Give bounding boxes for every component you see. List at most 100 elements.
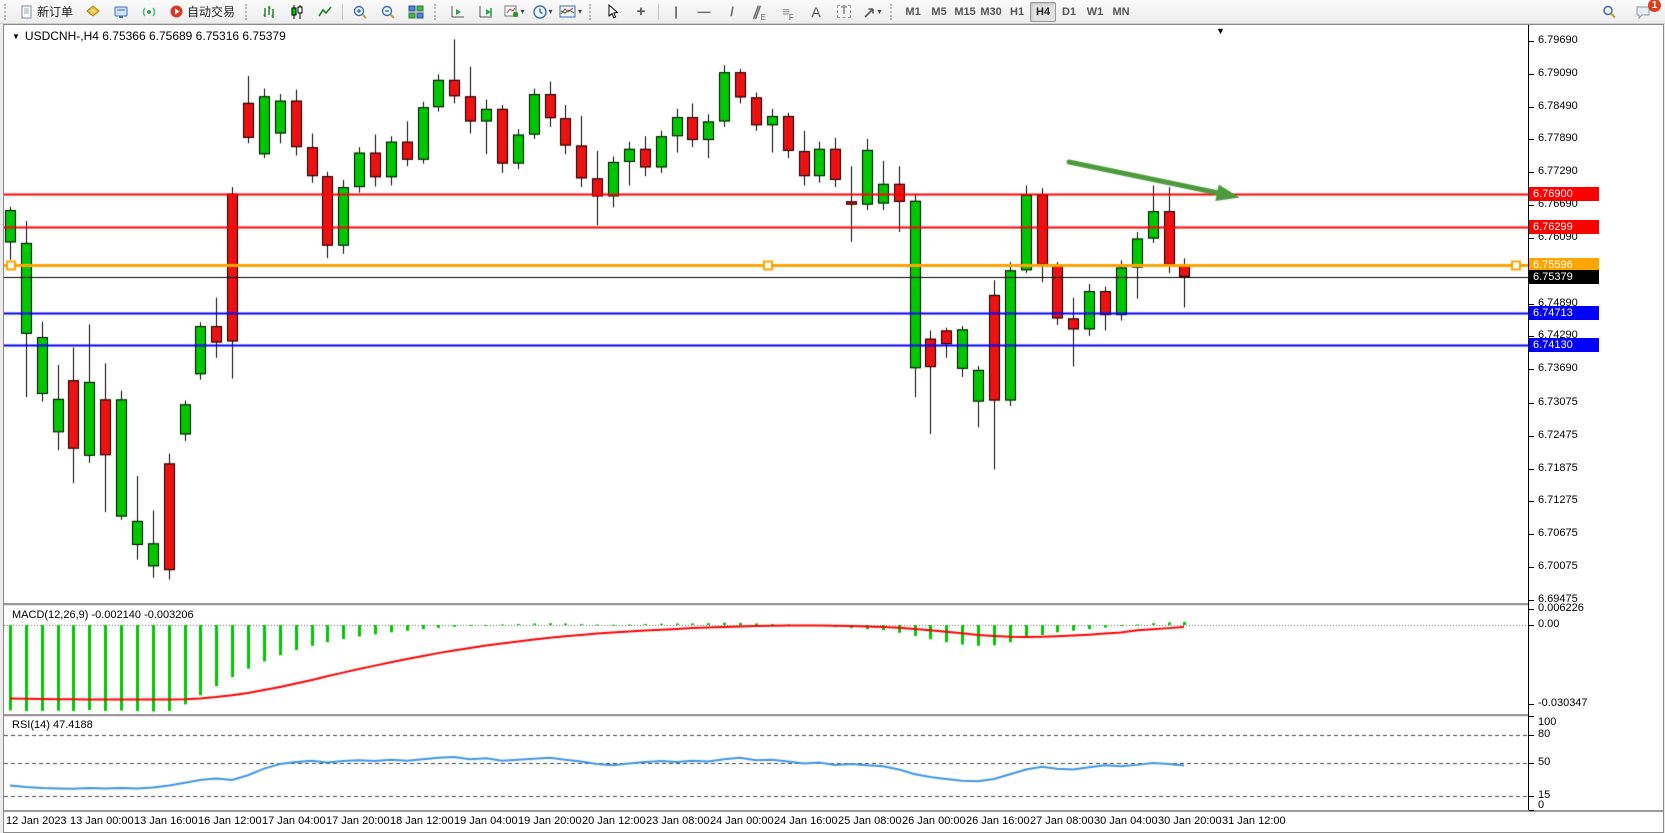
axis-tick bbox=[1529, 735, 1534, 736]
timeframe-m1-button[interactable]: M1 bbox=[905, 5, 921, 18]
axis-tick bbox=[1529, 304, 1534, 305]
crosshair-tool-button[interactable]: + bbox=[627, 1, 655, 23]
time-axis-label: 27 Jan 08:00 bbox=[1030, 815, 1094, 827]
time-axis-label: 24 Jan 16:00 bbox=[774, 815, 838, 827]
notifications-button[interactable]: 1 bbox=[1629, 0, 1661, 23]
time-axis-label: 17 Jan 20:00 bbox=[326, 815, 390, 827]
trendline-tool-button[interactable]: / bbox=[718, 1, 746, 23]
candlestick-chart-button[interactable] bbox=[283, 1, 311, 23]
panel-splitter[interactable] bbox=[4, 714, 1663, 717]
axis-tick bbox=[1529, 336, 1534, 337]
label-tool-button[interactable]: T bbox=[830, 1, 858, 23]
chart-info-line[interactable]: ▼ USDCNH-,H4 6.75366 6.75689 6.75316 6.7… bbox=[12, 29, 286, 43]
time-axis-label: 18 Jan 12:00 bbox=[390, 815, 454, 827]
hline-tool-button[interactable]: — bbox=[690, 1, 718, 23]
new-chart-button[interactable]: ▾ bbox=[500, 1, 528, 23]
bar-chart-button[interactable] bbox=[255, 1, 283, 23]
chart-shift-button[interactable] bbox=[444, 1, 472, 23]
macd-label: MACD(12,26,9) -0.002140 -0.003206 bbox=[12, 609, 194, 621]
axis-tick-label: 6.76090 bbox=[1538, 231, 1578, 243]
time-axis-label: 12 Jan 2023 bbox=[6, 815, 67, 827]
axis-tick bbox=[1529, 205, 1534, 206]
cursor-tool-button[interactable] bbox=[599, 1, 627, 23]
timeframe-m5-button[interactable]: M5 bbox=[931, 5, 947, 18]
timeframe-mn-button[interactable]: MN bbox=[1112, 5, 1130, 18]
axis-tick bbox=[1529, 810, 1534, 811]
new-order-button[interactable]: 新订单 bbox=[14, 1, 79, 23]
label-tool-icon: T bbox=[836, 5, 852, 18]
time-axis-label: 17 Jan 04:00 bbox=[262, 815, 326, 827]
notification-badge: 1 bbox=[1648, 0, 1661, 12]
toolbar-grip[interactable] bbox=[589, 3, 596, 20]
timeframe-h4-button[interactable]: H4 bbox=[1030, 1, 1057, 22]
timeframe-d1-button[interactable]: D1 bbox=[1062, 5, 1077, 18]
time-axis-label: 24 Jan 00:00 bbox=[710, 815, 774, 827]
bar-chart-icon bbox=[261, 4, 277, 20]
axis-tick-label: 15 bbox=[1538, 789, 1551, 801]
vline-tool-button[interactable]: | bbox=[662, 1, 690, 23]
chart-autoscroll-button[interactable] bbox=[472, 1, 500, 23]
shapes-tool-button[interactable]: ▾ bbox=[858, 1, 886, 23]
axis-tick-label: 0.006226 bbox=[1538, 602, 1584, 614]
time-axis-label: 13 Jan 16:00 bbox=[134, 815, 198, 827]
text-tool-icon: A bbox=[811, 3, 821, 20]
channel-tool-button[interactable]: ∥ E bbox=[746, 1, 774, 23]
period-caret-icon: ▾ bbox=[548, 7, 553, 16]
axis-tick-label: 6.69475 bbox=[1538, 593, 1578, 605]
axis-tick-label: 80 bbox=[1538, 728, 1551, 740]
fibonacci-tool-button[interactable]: ≡ F bbox=[774, 1, 802, 23]
zoom-out-button[interactable] bbox=[374, 1, 402, 23]
zoom-out-icon bbox=[380, 4, 396, 20]
timeframe-m30-button[interactable]: M30 bbox=[980, 5, 1002, 18]
scroll-end-marker-icon[interactable]: ▼ bbox=[1216, 26, 1225, 36]
time-axis-label: 30 Jan 04:00 bbox=[1094, 815, 1158, 827]
axis-tick-label: 6.71875 bbox=[1538, 462, 1578, 474]
axis-tick bbox=[1529, 501, 1534, 502]
zoom-in-button[interactable] bbox=[346, 1, 374, 23]
search-button[interactable] bbox=[1595, 1, 1623, 23]
fibonacci-icon: ≡ bbox=[782, 4, 790, 19]
axis-tick bbox=[1529, 436, 1534, 437]
price-axis[interactable]: 6.79690 6.79090 6.78490 6.77890 6.77290 6.766… bbox=[1528, 25, 1663, 811]
toolbar-grip[interactable] bbox=[434, 3, 441, 20]
main-toolbar: 新订单 自动交易 ▾ ▾ ▾ + | — / ∥ E ≡ F A T ▾ M1 M5… bbox=[0, 0, 1665, 24]
text-tool-button[interactable]: A bbox=[802, 1, 830, 23]
tile-windows-button[interactable] bbox=[402, 1, 430, 23]
toolbar-grip[interactable] bbox=[4, 3, 11, 20]
axis-tick-label: 6.77290 bbox=[1538, 165, 1578, 177]
axis-tick bbox=[1529, 704, 1534, 705]
toolbar-grip[interactable] bbox=[245, 3, 252, 20]
indicators-icon bbox=[559, 4, 577, 20]
panel-splitter[interactable] bbox=[4, 603, 1663, 606]
axis-tick-label: 6.71275 bbox=[1538, 494, 1578, 506]
symbol-dropdown-icon[interactable]: ▼ bbox=[12, 31, 20, 41]
timeframe-w1-button[interactable]: W1 bbox=[1086, 5, 1104, 18]
indicators-button[interactable]: ▾ bbox=[556, 1, 585, 23]
autotrade-button[interactable]: 自动交易 bbox=[163, 1, 241, 23]
time-axis[interactable]: 12 Jan 2023 13 Jan 00:00 13 Jan 16:00 16 Ja… bbox=[4, 812, 1663, 832]
chart-autoscroll-icon bbox=[478, 4, 494, 20]
axis-tick bbox=[1529, 716, 1534, 717]
time-axis-label: 31 Jan 12:00 bbox=[1222, 815, 1286, 827]
axis-tick-label: 6.77890 bbox=[1538, 132, 1578, 144]
timeframe-h1-button[interactable]: H1 bbox=[1010, 5, 1025, 18]
market-watch-button[interactable] bbox=[79, 1, 107, 23]
axis-tick bbox=[1529, 107, 1534, 108]
tile-windows-icon bbox=[408, 4, 424, 20]
toolbar-grip[interactable] bbox=[890, 3, 897, 20]
timeframe-m15-button[interactable]: M15 bbox=[954, 5, 976, 18]
period-button[interactable]: ▾ bbox=[528, 1, 556, 23]
line-chart-icon bbox=[317, 4, 333, 20]
time-axis-label: 30 Jan 20:00 bbox=[1158, 815, 1222, 827]
axis-tick-label: 6.79690 bbox=[1538, 34, 1578, 46]
toolbar-separator bbox=[342, 3, 344, 20]
new-chart-icon bbox=[504, 4, 520, 20]
navigator-icon bbox=[113, 4, 129, 20]
signal-button[interactable] bbox=[135, 1, 163, 23]
channel-sub-label: E bbox=[760, 12, 766, 22]
navigator-button[interactable] bbox=[107, 1, 135, 23]
fibonacci-sub-label: F bbox=[788, 12, 794, 22]
price-chart-canvas[interactable] bbox=[4, 25, 1528, 810]
clock-icon bbox=[532, 4, 548, 20]
line-chart-button[interactable] bbox=[311, 1, 339, 23]
